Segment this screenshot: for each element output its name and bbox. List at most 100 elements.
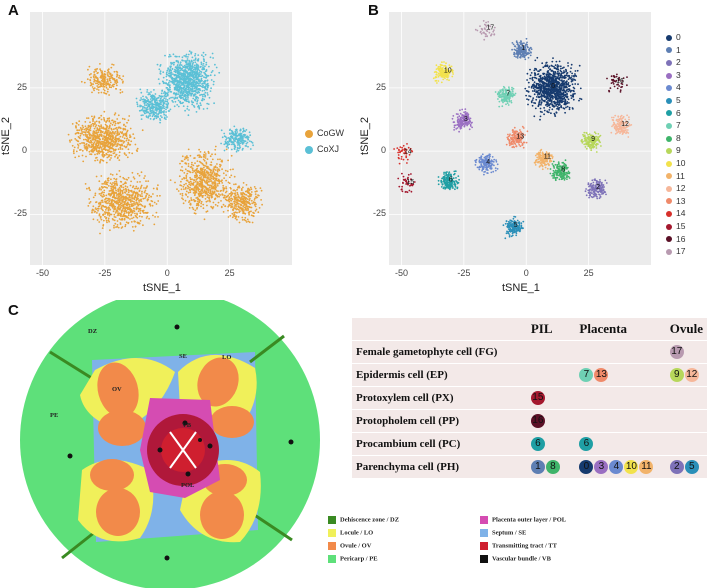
scatter-point [153,89,155,91]
scatter-point [92,132,94,135]
scatter-point [149,107,151,110]
scatter-point [536,82,539,85]
scatter-point [134,203,136,206]
scatter-point [99,232,101,235]
scatter-point [243,218,246,221]
scatter-point [132,210,135,212]
scatter-point [113,206,116,209]
scatter-point [222,211,225,213]
scatter-point [116,75,118,78]
scatter-point [238,211,241,214]
scatter-point [553,112,556,115]
scatter-point [543,84,545,87]
scatter-point [139,88,142,91]
scatter-point [201,185,204,188]
scatter-point [187,88,189,91]
scatter-point [86,128,89,131]
scatter-point [120,206,122,209]
scatter-point [134,212,136,215]
scatter-point [206,192,208,195]
scatter-point [210,180,213,182]
scatter-point [121,78,123,81]
scatter-point [214,148,217,151]
scatter-point [545,83,548,85]
scatter-point [91,148,94,151]
scatter-point [543,100,546,103]
scatter-point [109,204,112,207]
scatter-point [543,93,545,95]
scatter-point [203,71,206,74]
scatter-point [191,206,194,209]
scatter-point [110,147,113,150]
scatter-point [217,190,219,193]
scatter-point [237,208,240,211]
scatter-point [105,84,107,87]
scatter-point [122,204,125,207]
scatter-point [132,202,134,205]
scatter-point [200,176,203,178]
scatter-point [127,217,130,219]
scatter-point [540,97,543,99]
scatter-point [185,66,188,69]
scatter-point [169,55,172,58]
scatter-point [105,92,108,95]
scatter-point [222,203,225,206]
scatter-point [241,216,244,219]
scatter-point [117,127,120,129]
scatter-point [85,145,88,148]
scatter-point [554,85,556,88]
scatter-point [154,100,157,103]
scatter-point [142,95,144,98]
scatter-point [212,201,215,204]
scatter-point [169,179,172,182]
scatter-point [220,200,222,202]
scatter-point [190,75,193,77]
scatter-point [560,79,562,82]
scatter-point [247,189,249,192]
scatter-point [119,88,122,91]
scatter-point [577,83,579,86]
scatter-point [521,45,524,48]
scatter-point [536,96,538,98]
scatter-point [129,210,132,213]
scatter-point [100,188,102,191]
scatter-point [102,137,104,140]
scatter-point [135,97,138,100]
scatter-point [98,214,101,217]
scatter-point [206,107,209,110]
scatter-point [102,160,105,162]
scatter-point [170,71,172,74]
scatter-point [202,179,205,182]
scatter-point [122,142,125,144]
scatter-point [119,222,122,224]
scatter-point [199,174,201,177]
scatter-point [245,184,248,186]
scatter-point [551,65,554,67]
scatter-point [187,100,190,103]
scatter-point [81,142,83,144]
scatter-point [117,208,120,210]
scatter-point [151,99,154,102]
scatter-point [113,181,116,183]
scatter-point [203,58,205,61]
scatter-point [110,154,113,157]
scatter-point [98,135,101,138]
scatter-point [194,162,196,165]
scatter-point [544,85,547,88]
scatter-point [97,91,100,94]
scatter-point [110,200,113,203]
scatter-point [555,95,558,97]
scatter-point [558,100,561,102]
scatter-point [203,151,206,154]
scatter-point [556,64,559,66]
scatter-point [200,189,203,192]
scatter-point [541,78,544,81]
scatter-point [118,203,120,206]
scatter-point [216,170,219,173]
scatter-point [531,90,534,92]
scatter-point [539,118,541,121]
scatter-point [188,73,191,76]
scatter-point [227,198,230,201]
scatter-point [580,98,583,101]
scatter-point [185,177,188,180]
